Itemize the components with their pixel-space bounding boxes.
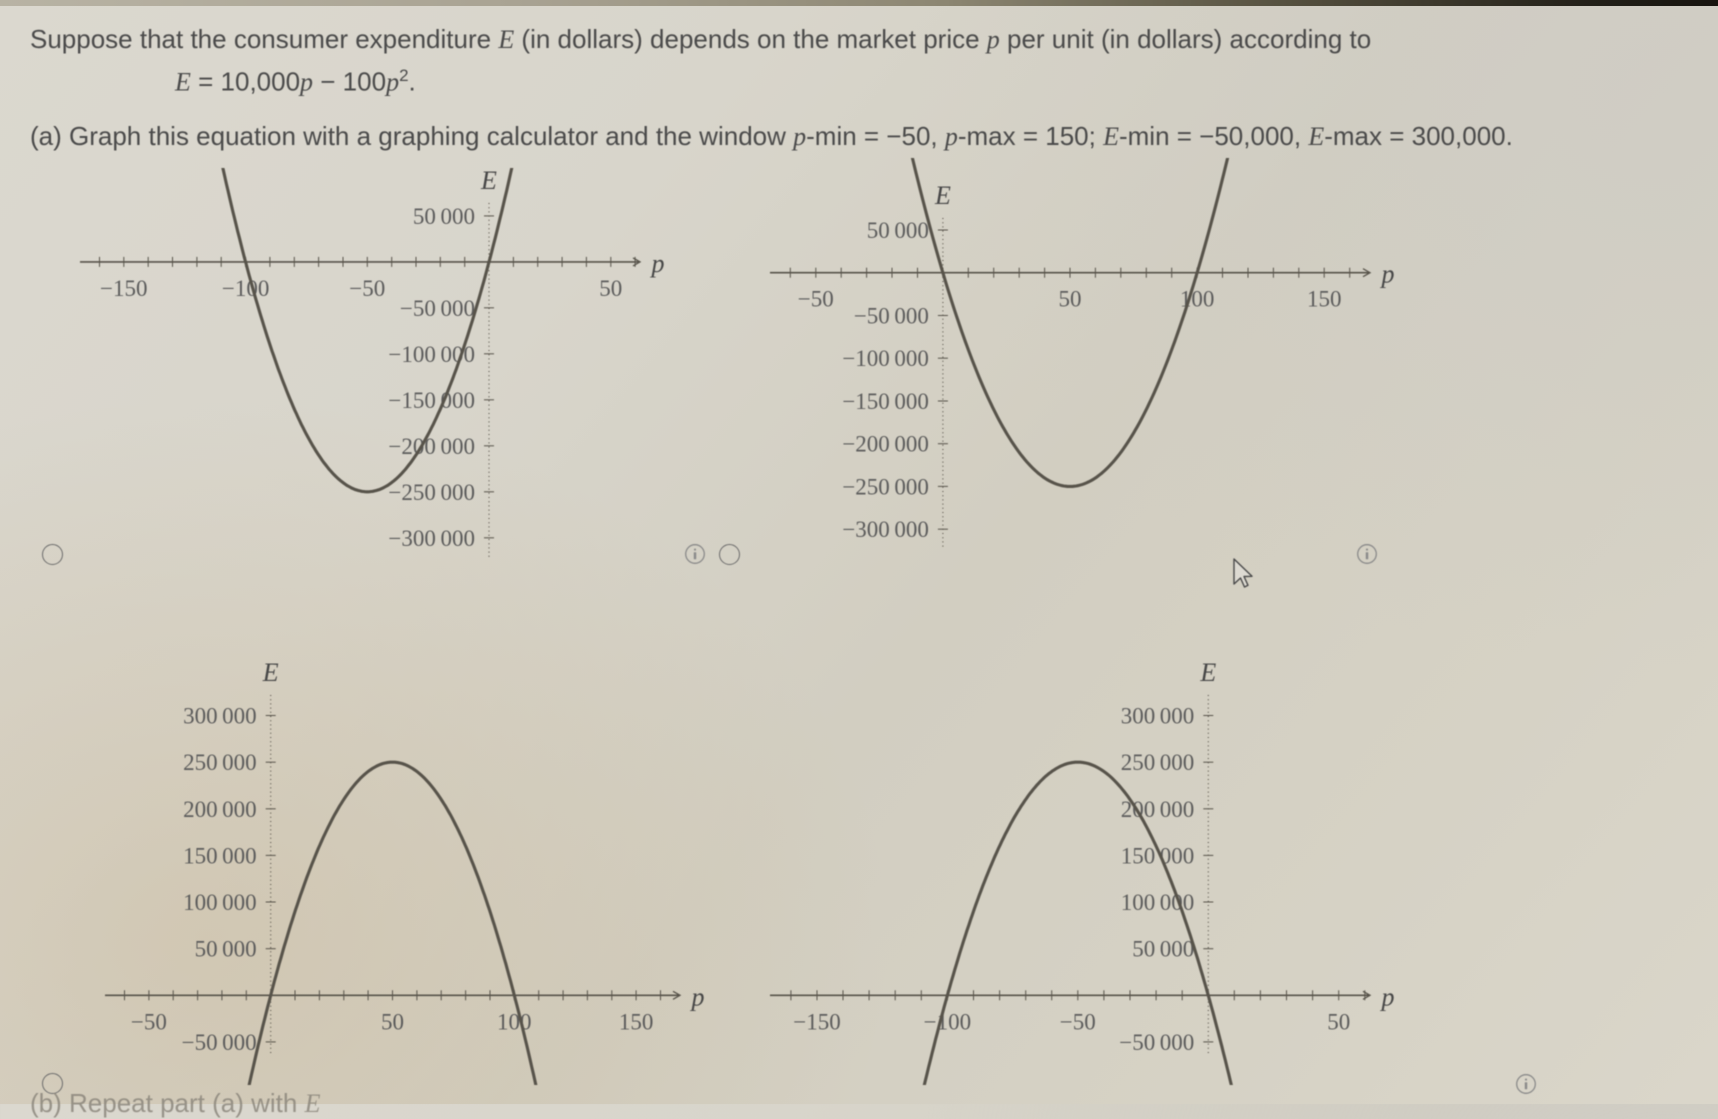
svg-text:−200 000: −200 000 [388, 434, 475, 459]
svg-text:−250 000: −250 000 [842, 474, 929, 499]
svg-text:100: 100 [497, 1009, 532, 1034]
svg-text:p: p [1380, 982, 1395, 1011]
svg-text:−50 000: −50 000 [400, 296, 475, 321]
svg-text:150 000: 150 000 [183, 843, 257, 868]
svg-text:p: p [1380, 260, 1395, 289]
svg-text:E: E [262, 658, 279, 687]
svg-text:−150: −150 [793, 1009, 840, 1034]
svg-text:50 000: 50 000 [867, 218, 929, 243]
svg-text:50 000: 50 000 [195, 937, 257, 962]
svg-text:−100 000: −100 000 [842, 346, 929, 371]
svg-text:−50 000: −50 000 [854, 304, 929, 329]
svg-text:−150 000: −150 000 [842, 389, 929, 414]
svg-text:−50: −50 [349, 276, 385, 301]
svg-text:−50: −50 [1060, 1009, 1096, 1034]
svg-text:150: 150 [619, 1009, 654, 1034]
svg-text:−50: −50 [798, 287, 834, 312]
svg-text:−50 000: −50 000 [182, 1030, 257, 1055]
svg-text:50: 50 [1059, 287, 1082, 312]
svg-text:300 000: 300 000 [1121, 704, 1195, 729]
svg-text:−50: −50 [131, 1009, 167, 1034]
svg-text:−50 000: −50 000 [1119, 1030, 1194, 1055]
svg-text:−150 000: −150 000 [388, 388, 475, 413]
svg-text:−300 000: −300 000 [842, 517, 929, 542]
svg-text:−200 000: −200 000 [842, 432, 929, 457]
svg-text:p: p [650, 249, 665, 278]
svg-text:50: 50 [599, 276, 622, 301]
svg-text:50: 50 [381, 1009, 404, 1034]
svg-text:50: 50 [1327, 1009, 1350, 1034]
svg-text:100 000: 100 000 [183, 890, 257, 915]
svg-text:E: E [1199, 658, 1216, 687]
svg-text:50 000: 50 000 [1132, 937, 1194, 962]
svg-text:E: E [480, 168, 497, 195]
svg-text:−150: −150 [100, 276, 147, 301]
svg-text:200 000: 200 000 [183, 797, 257, 822]
svg-text:50 000: 50 000 [413, 204, 475, 229]
svg-text:250 000: 250 000 [183, 750, 257, 775]
svg-text:250 000: 250 000 [1121, 750, 1195, 775]
svg-text:E: E [934, 181, 951, 210]
svg-text:300 000: 300 000 [183, 704, 257, 729]
svg-text:150: 150 [1307, 287, 1342, 312]
svg-text:−100: −100 [924, 1009, 971, 1034]
svg-text:−100: −100 [222, 276, 269, 301]
svg-text:−250 000: −250 000 [388, 480, 475, 505]
svg-text:−300 000: −300 000 [388, 526, 475, 551]
